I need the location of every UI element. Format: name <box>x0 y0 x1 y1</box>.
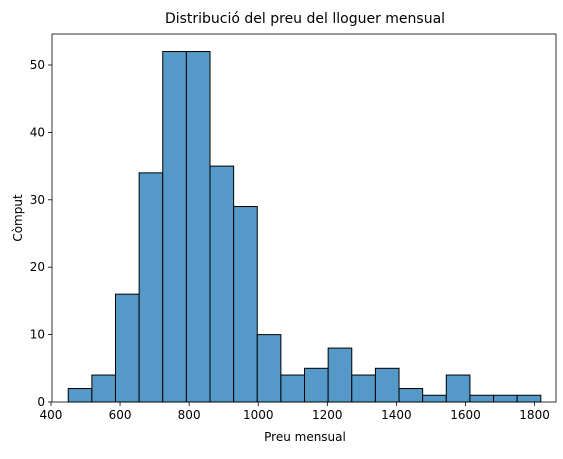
histogram-bar-11 <box>327 347 353 403</box>
x-tick-label-4: 1200 <box>312 408 343 422</box>
axes-frame <box>51 33 557 403</box>
x-axis-label: Preu mensual <box>264 430 346 444</box>
x-tick-label-1: 600 <box>109 408 132 422</box>
x-tick-label-7: 1800 <box>519 408 550 422</box>
y-tick-label-0: 0 <box>37 395 45 409</box>
histogram-bar-16 <box>445 374 471 403</box>
y-tick-label-2: 20 <box>30 260 45 274</box>
chart-title: Distribució del preu del lloguer mensual <box>165 11 445 27</box>
y-tick-label-5: 50 <box>30 58 45 72</box>
histogram-bar-18 <box>493 394 518 403</box>
histogram-bar-0 <box>67 388 93 403</box>
histogram-bar-15 <box>422 394 447 403</box>
x-tick-label-5: 1400 <box>381 408 412 422</box>
histogram-bar-10 <box>304 367 329 403</box>
histogram-bar-4 <box>162 51 187 403</box>
histogram-bar-5 <box>185 51 211 403</box>
histogram-bar-12 <box>351 374 376 403</box>
histogram-bar-13 <box>374 367 400 403</box>
x-axis-ticks: 400 600 800 1000 1200 1400 1600 1800 <box>40 402 550 422</box>
histogram-bar-19 <box>516 394 542 403</box>
x-tick-label-2: 800 <box>178 408 201 422</box>
y-axis-label: Còmput <box>11 194 25 242</box>
histogram-bar-3 <box>138 172 164 403</box>
y-tick-label-3: 30 <box>30 193 45 207</box>
histogram-bar-1 <box>91 374 116 403</box>
y-tick-label-1: 10 <box>30 328 45 342</box>
histogram-bar-14 <box>398 388 424 403</box>
histogram-bars <box>67 51 542 403</box>
histogram-bar-7 <box>233 206 258 403</box>
x-tick-label-0: 400 <box>40 408 63 422</box>
histogram-bar-9 <box>280 374 306 403</box>
histogram-bar-8 <box>256 334 282 403</box>
y-tick-label-4: 40 <box>30 125 45 139</box>
histogram-bar-6 <box>209 165 235 403</box>
histogram-bar-2 <box>114 293 140 403</box>
histogram-bar-17 <box>469 394 495 403</box>
x-tick-label-3: 1000 <box>243 408 274 422</box>
y-axis-ticks: 0 10 20 30 40 50 <box>30 58 52 409</box>
x-tick-label-6: 1600 <box>450 408 481 422</box>
